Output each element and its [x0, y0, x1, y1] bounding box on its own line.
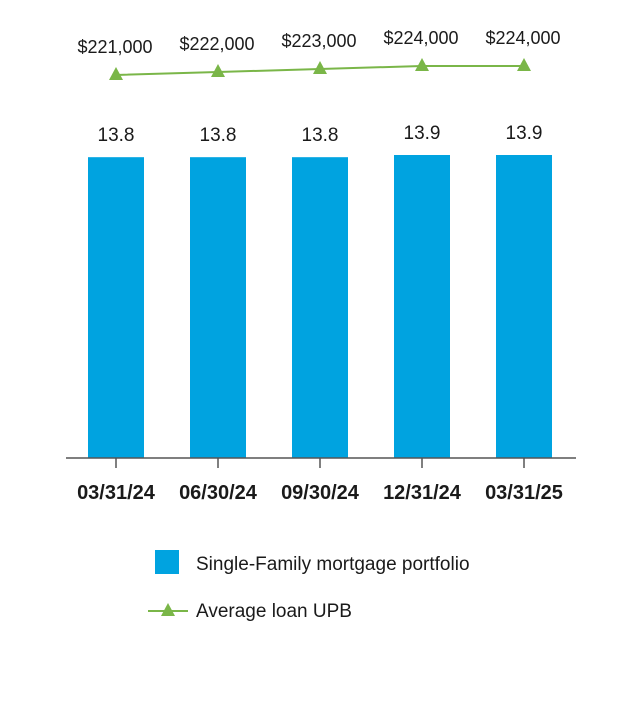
- upb-value-label: $222,000: [179, 34, 254, 54]
- bar-5: [496, 155, 552, 458]
- upb-marker-2: [211, 64, 225, 77]
- upb-marker-4: [415, 58, 429, 71]
- bar-value-label: 13.8: [98, 125, 135, 146]
- bar-value-labels: 13.8 13.8 13.8 13.9 13.9: [98, 123, 543, 146]
- legend-marker-triangle: [161, 603, 175, 616]
- upb-value-label: $224,000: [485, 28, 560, 48]
- legend-label-bar: Single-Family mortgage portfolio: [196, 554, 470, 575]
- x-tick-label: 03/31/24: [77, 482, 156, 504]
- x-axis-ticks: [115, 458, 525, 468]
- x-axis-labels: 03/31/24 06/30/24 09/30/24 12/31/24 03/31/25: [77, 482, 563, 504]
- legend-label-line: Average loan UPB: [196, 601, 352, 622]
- x-tick-label: 12/31/24: [383, 482, 462, 504]
- x-tick-label: 09/30/24: [281, 482, 360, 504]
- bar-value-label: 13.8: [302, 125, 339, 146]
- legend: Single-Family mortgage portfolio Average…: [148, 550, 470, 622]
- bar-3: [292, 157, 348, 458]
- line-value-labels: $221,000 $222,000 $223,000 $224,000 $224,000: [77, 28, 560, 57]
- bar-1: [88, 157, 144, 458]
- upb-value-label: $221,000: [77, 37, 152, 57]
- upb-marker-3: [313, 61, 327, 74]
- bar-4: [394, 155, 450, 458]
- upb-marker-5: [517, 58, 531, 71]
- bar-2: [190, 157, 246, 458]
- x-tick-label: 06/30/24: [179, 482, 258, 504]
- bar-value-label: 13.9: [506, 123, 543, 144]
- upb-value-label: $224,000: [383, 28, 458, 48]
- bar-value-label: 13.8: [200, 125, 237, 146]
- legend-swatch-bar: [155, 550, 179, 574]
- line-series: [109, 58, 531, 80]
- upb-marker-1: [109, 67, 123, 80]
- bar-value-label: 13.9: [404, 123, 441, 144]
- bar-series: [88, 155, 552, 458]
- x-tick-label: 03/31/25: [485, 482, 563, 504]
- upb-value-label: $223,000: [281, 31, 356, 51]
